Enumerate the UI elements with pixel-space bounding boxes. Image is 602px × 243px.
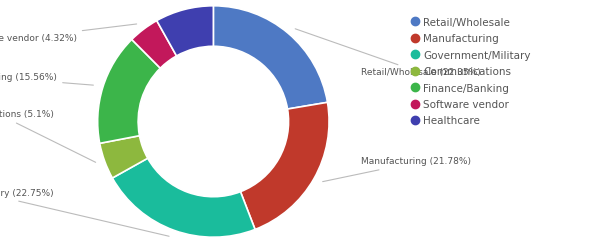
Wedge shape (157, 6, 213, 56)
Legend: Retail/Wholesale, Manufacturing, Government/Military, Communications, Finance/Ba: Retail/Wholesale, Manufacturing, Governm… (413, 17, 531, 126)
Wedge shape (98, 39, 160, 143)
Wedge shape (132, 21, 176, 68)
Text: Finance/Banking (15.56%): Finance/Banking (15.56%) (0, 73, 93, 85)
Wedge shape (240, 102, 329, 229)
Wedge shape (100, 136, 147, 178)
Wedge shape (213, 6, 327, 109)
Text: Software vendor (4.32%): Software vendor (4.32%) (0, 24, 137, 43)
Text: Government/Military (22.75%): Government/Military (22.75%) (0, 189, 169, 236)
Wedge shape (113, 158, 255, 237)
Text: Retail/Wholesale (22.35%): Retail/Wholesale (22.35%) (295, 29, 481, 78)
Text: Manufacturing (21.78%): Manufacturing (21.78%) (323, 157, 471, 182)
Text: Communications (5.1%): Communications (5.1%) (0, 110, 96, 162)
